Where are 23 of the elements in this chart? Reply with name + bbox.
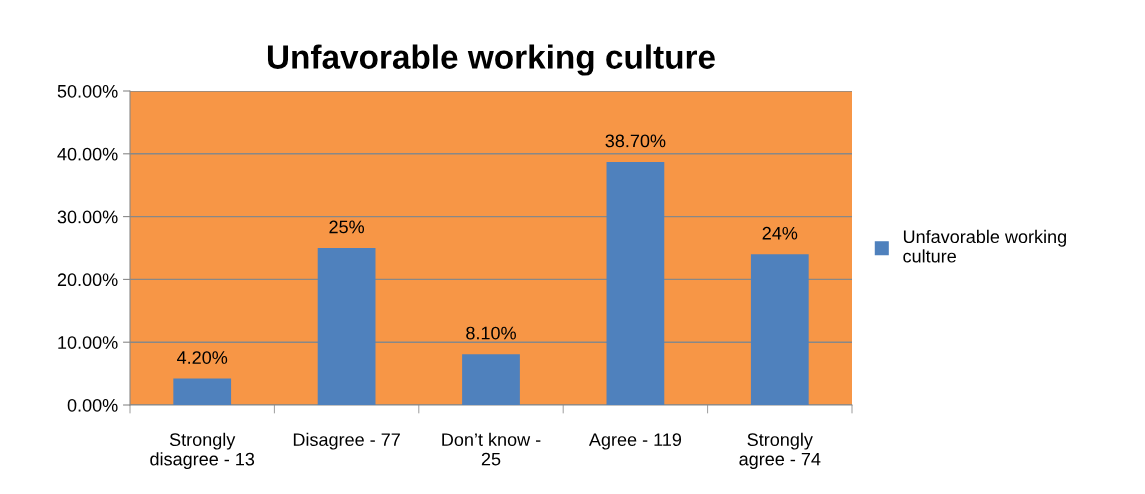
data-label: 25% — [329, 220, 365, 234]
x-tick-label: Strongly agree - 74 — [739, 432, 821, 470]
x-tick-label: Don’t know - 25 — [442, 432, 541, 466]
y-tick-label: 20.00% — [57, 273, 118, 287]
data-label: 24% — [762, 226, 798, 240]
data-label: 38.70% — [605, 134, 666, 148]
y-tick-label: 50.00% — [57, 84, 118, 98]
y-tick-label: 0.00% — [67, 398, 118, 412]
x-tick-label: Disagree - 77 — [293, 432, 400, 450]
y-tick-label: 10.00% — [58, 336, 118, 349]
bar — [462, 354, 520, 405]
y-tick-label: 40.00% — [57, 147, 118, 161]
bar — [317, 248, 376, 405]
chart-title: Unfavorable working culture — [267, 44, 715, 76]
x-tick-label: Strongly disagree - 13 — [150, 432, 255, 470]
legend-label: Unfavorable working culture — [903, 229, 1066, 263]
bar — [606, 161, 665, 405]
bar — [750, 254, 809, 405]
data-label: 4.20% — [177, 351, 228, 364]
y-tick-label: 30.00% — [57, 210, 118, 224]
x-tick-label: Agree - 119 — [588, 433, 682, 450]
data-label: 8.10% — [466, 326, 516, 340]
bar — [173, 378, 232, 405]
